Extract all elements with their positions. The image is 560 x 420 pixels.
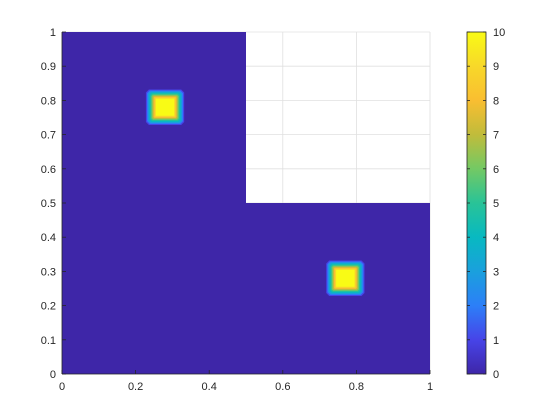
y-tick-label: 0.4 — [41, 232, 56, 244]
x-tick-label: 0.6 — [275, 381, 290, 393]
x-tick-label: 0.2 — [128, 381, 143, 393]
hotspot — [145, 89, 185, 126]
y-tick-label: 0.6 — [41, 164, 56, 176]
colorbar-tick-label: 4 — [493, 232, 499, 244]
plot-area — [62, 32, 430, 374]
colorbar-tick-label: 9 — [493, 61, 499, 73]
colorbar-tick-label: 7 — [493, 130, 499, 142]
colorbar: 0 1 2 3 4 5 6 7 8 9 10 — [466, 27, 505, 381]
colorbar-tick-label: 3 — [493, 266, 499, 278]
y-tick-label: 0.2 — [41, 301, 56, 313]
colorbar-tick-label: 1 — [493, 335, 499, 347]
x-tick-label: 0.8 — [349, 381, 364, 393]
hotspot-level — [336, 269, 355, 287]
y-tick-label: 1 — [50, 27, 56, 39]
colorbar-tick-label: 10 — [493, 27, 505, 39]
colorbar-tick-label: 0 — [493, 369, 499, 381]
x-tick-label: 0.4 — [202, 381, 217, 393]
hotspot — [326, 260, 365, 297]
colorbar-tick-label: 6 — [493, 164, 499, 176]
domain-region — [62, 32, 430, 374]
y-tick-label: 0.5 — [41, 198, 56, 210]
y-tick-label: 0.9 — [41, 61, 56, 73]
hotspot-level — [155, 98, 175, 116]
y-tick-label: 0.8 — [41, 95, 56, 107]
y-tick-label: 0.7 — [41, 130, 56, 142]
colorbar-tick-label: 5 — [493, 198, 499, 210]
y-tick-label: 0.3 — [41, 266, 56, 278]
colorbar-tick-label: 2 — [493, 301, 499, 313]
axes: 0 0.2 0.4 0.6 0.8 1 0 0.1 0.2 0.3 0.4 0.5 0.6 0.7 0.8 0… — [41, 27, 433, 393]
x-tick-label: 1 — [427, 381, 433, 393]
x-tick-label: 0 — [59, 381, 65, 393]
y-tick-label: 0.1 — [41, 335, 56, 347]
colorbar-tick-label: 8 — [493, 95, 499, 107]
y-tick-label: 0 — [50, 369, 56, 381]
colorbar-gradient — [467, 32, 486, 374]
